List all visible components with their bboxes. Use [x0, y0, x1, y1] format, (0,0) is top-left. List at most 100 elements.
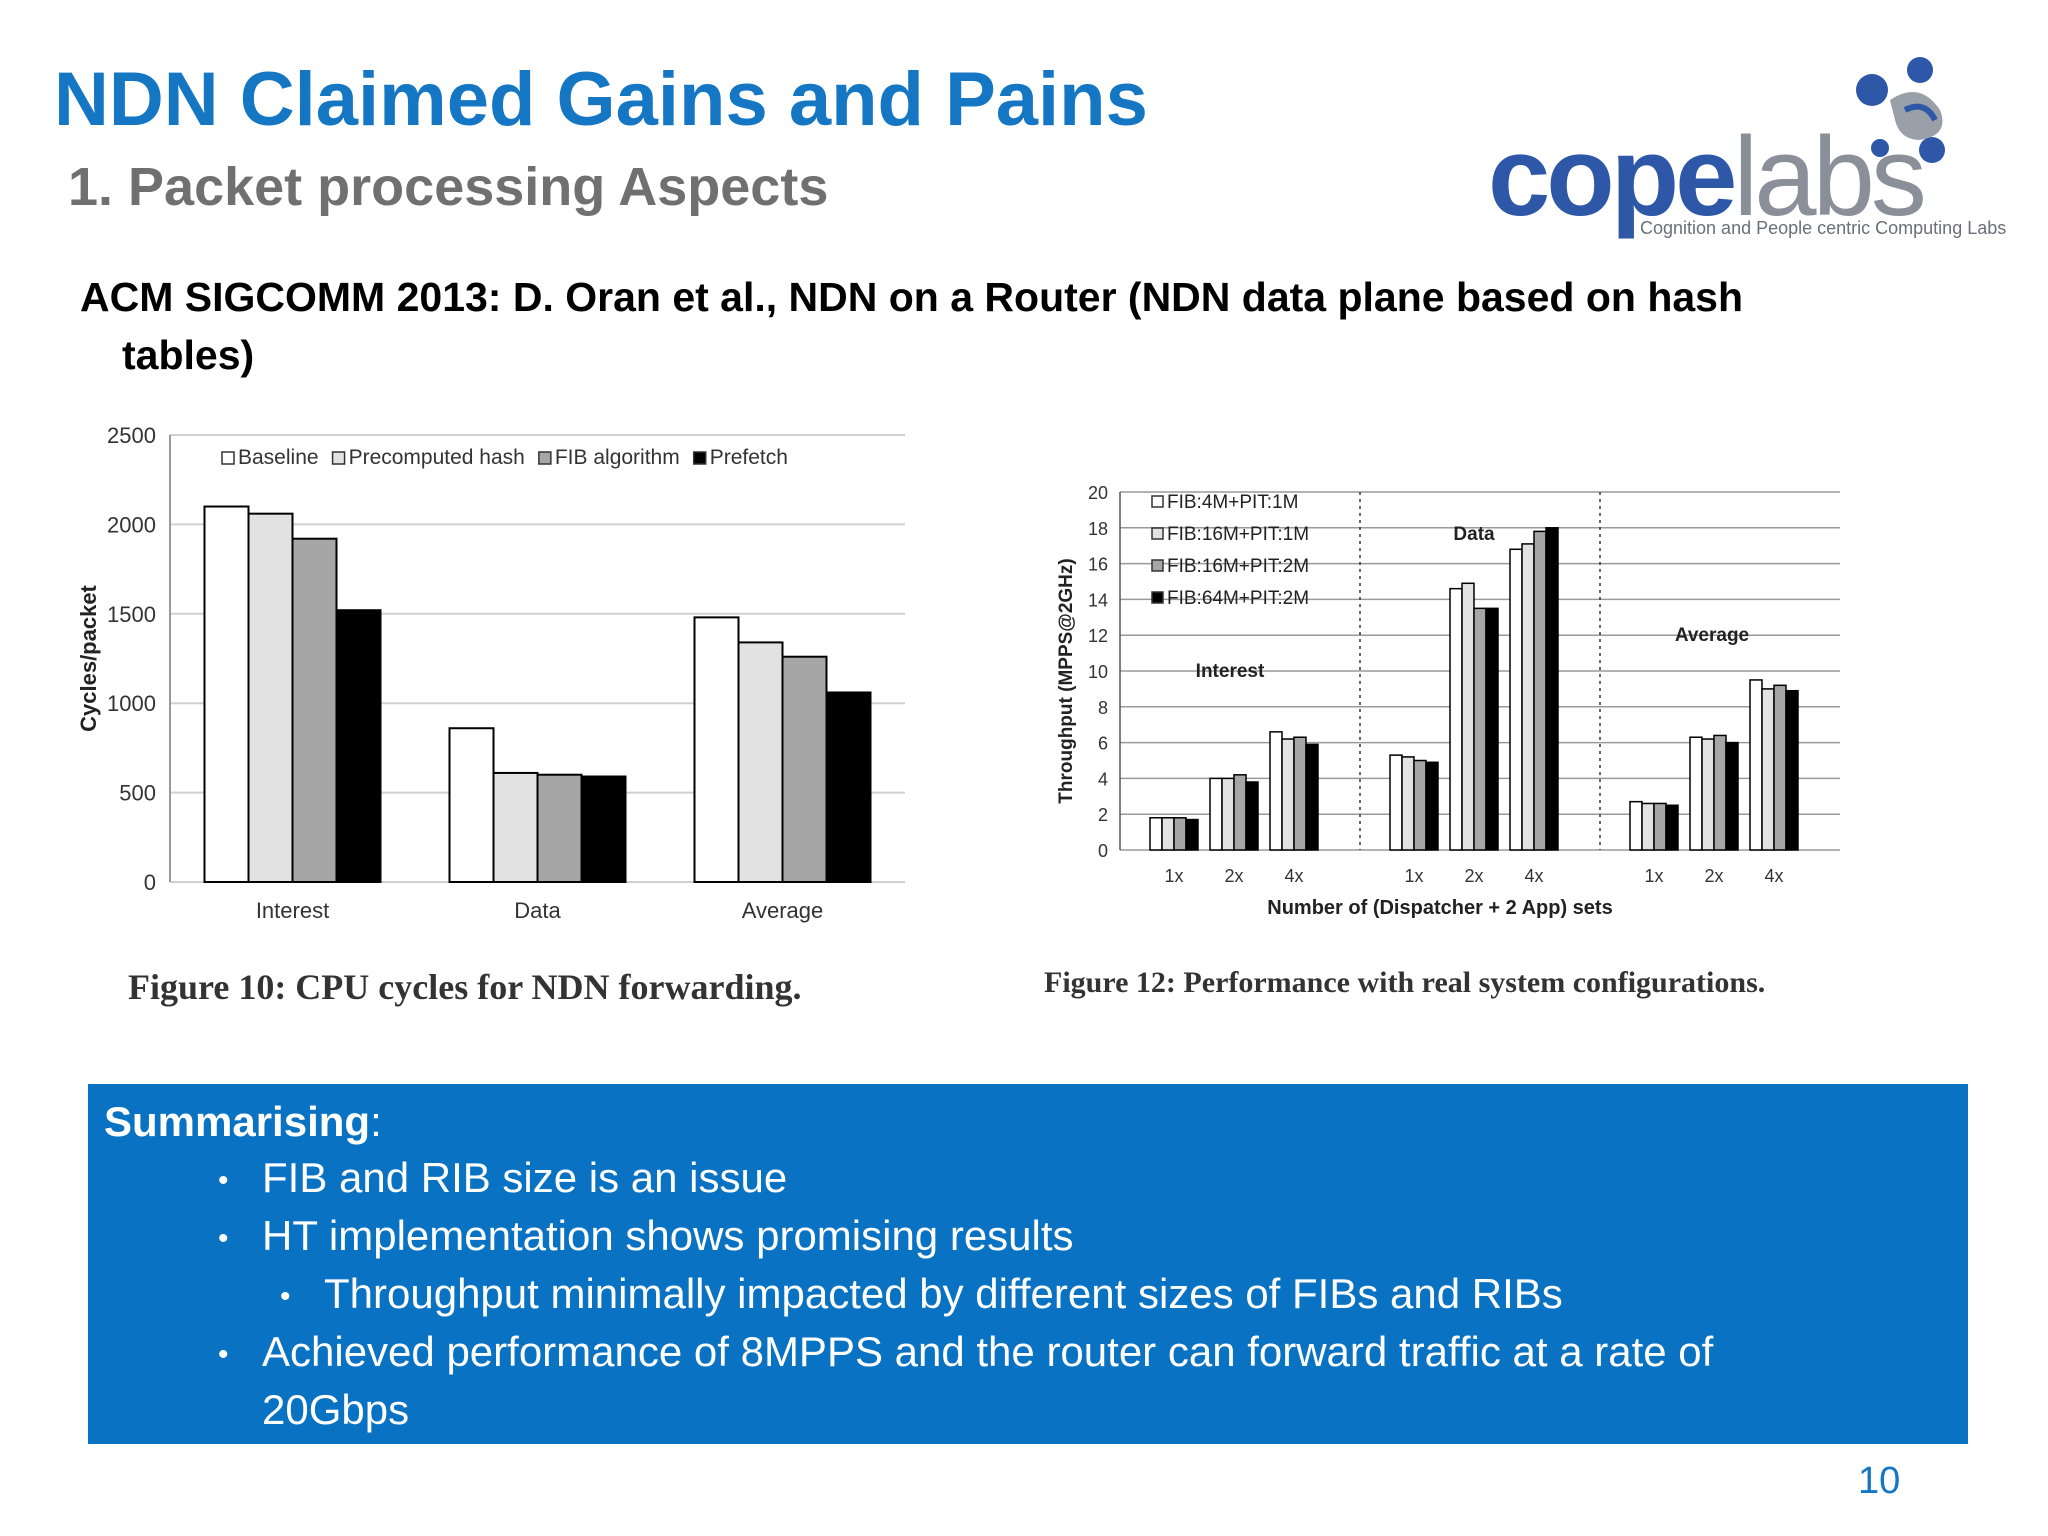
bar	[1725, 741, 1739, 851]
citation: ACM SIGCOMM 2013: D. Oran et al., NDN on…	[80, 268, 1840, 384]
bar	[1293, 736, 1307, 851]
legend-label: FIB:16M+PIT:2M	[1167, 556, 1309, 577]
x-tick-label: 1x	[1404, 866, 1423, 886]
x-tick-label: Average	[742, 898, 824, 923]
logo-emblem-icon	[1856, 57, 1945, 163]
bar	[1761, 688, 1775, 851]
bar	[247, 512, 294, 883]
summary-heading-text: Summarising	[104, 1098, 371, 1145]
bar	[1689, 736, 1703, 851]
legend-swatch	[331, 451, 346, 465]
legend-label: FIB:4M+PIT:1M	[1167, 492, 1298, 513]
y-tick-label: 2	[1098, 805, 1108, 825]
summary-bullet: • HT implementation shows promising resul…	[218, 1212, 1074, 1260]
x-axis-label: Number of (Dispatcher + 2 App) sets	[1267, 897, 1612, 919]
bar	[1209, 777, 1223, 851]
bar	[1173, 817, 1187, 851]
bar	[1389, 754, 1403, 851]
bar	[1245, 781, 1259, 851]
x-tick-label: 4x	[1284, 866, 1303, 886]
bar	[1305, 743, 1319, 851]
bar	[737, 641, 784, 883]
bullet-text: Throughput minimally impacted by differe…	[324, 1270, 1563, 1317]
group-label: Interest	[1196, 661, 1265, 682]
y-tick-label: 8	[1098, 698, 1108, 718]
bar	[1473, 607, 1487, 851]
legend-swatch	[692, 451, 707, 465]
bar	[335, 609, 382, 883]
y-axis-label: Cycles/packet	[76, 584, 101, 731]
y-tick-label: 2000	[107, 512, 156, 537]
figure-10-chart: 0 500 1000 1500 2000 2500 Cycles/packet Interes…	[70, 400, 920, 930]
bullet-dot-icon: •	[280, 1279, 291, 1313]
bar	[580, 775, 627, 883]
y-tick-label: 10	[1088, 662, 1108, 682]
page-title: NDN Claimed Gains and Pains	[54, 57, 1148, 142]
y-tick-label: 6	[1098, 734, 1108, 754]
legend-label: FIB:64M+PIT:2M	[1167, 588, 1309, 609]
bullet-dot-icon: •	[218, 1337, 229, 1371]
bar	[1461, 582, 1475, 851]
summary-bullet: • Achieved performance of 8MPPS and the r…	[218, 1328, 1713, 1376]
bar	[1749, 679, 1763, 851]
figure-12-caption: Figure 12: Performance with real system …	[1044, 966, 1766, 999]
x-tick-label: 2x	[1224, 866, 1243, 886]
bar	[1413, 759, 1427, 851]
y-tick-label: 20	[1088, 483, 1108, 503]
bar	[1629, 800, 1643, 851]
bar	[448, 727, 495, 883]
logo-cope: cope	[1488, 114, 1737, 239]
bullet-text: FIB and RIB size is an issue	[262, 1154, 788, 1201]
figure-12-chart: 0 2 4 6 8 10 12 14 16 18 20 Throughput (MPPS@2GHz) 1…	[1050, 470, 1850, 930]
bullet-dot-icon: •	[218, 1221, 229, 1255]
bullet-text: HT implementation shows promising result…	[262, 1212, 1074, 1259]
legend-label: FIB algorithm	[555, 446, 680, 469]
legend-label: FIB:16M+PIT:1M	[1167, 524, 1309, 545]
bar	[291, 537, 338, 883]
y-tick-label: 16	[1088, 555, 1108, 575]
summary-sub-bullet: • Throughput minimally impacted by differ…	[280, 1270, 1563, 1318]
summary-bullet: • FIB and RIB size is an issue	[218, 1154, 787, 1202]
citation-line-2: tables)	[122, 332, 255, 378]
bar	[1701, 738, 1715, 851]
bar	[1485, 607, 1499, 851]
x-tick-label: Interest	[256, 898, 329, 923]
x-tick-label: 1x	[1164, 866, 1183, 886]
summary-heading-colon: :	[370, 1098, 382, 1145]
legend-label: Prefetch	[710, 446, 788, 469]
bar	[1161, 817, 1175, 851]
bullet-text: Achieved performance of 8MPPS and the ro…	[262, 1328, 1714, 1375]
y-tick-label: 18	[1088, 519, 1108, 539]
bar	[1269, 731, 1283, 851]
bar	[1653, 802, 1667, 851]
group-label: Data	[1453, 524, 1495, 545]
y-tick-label: 0	[144, 870, 156, 895]
citation-line-1: ACM SIGCOMM 2013: D. Oran et al., NDN on…	[80, 274, 1744, 320]
logo-labs: labs	[1733, 114, 1926, 239]
page-subtitle: 1. Packet processing Aspects	[68, 157, 829, 217]
bullet-text-continuation: 20Gbps	[262, 1386, 410, 1433]
legend-swatch	[538, 451, 552, 465]
bar	[1521, 543, 1535, 851]
bar	[536, 773, 583, 883]
y-axis-label: Throughput (MPPS@2GHz)	[1056, 558, 1077, 803]
y-tick-label: 12	[1088, 626, 1108, 646]
bar	[1149, 817, 1163, 851]
bar	[1281, 738, 1295, 851]
bar	[1665, 804, 1679, 851]
legend-label: Precomputed hash	[349, 446, 525, 469]
bar	[1185, 818, 1199, 851]
figure-10-caption: Figure 10: CPU cycles for NDN forwarding…	[128, 967, 802, 1007]
page-number: 10	[1858, 1460, 1901, 1502]
bar	[825, 691, 872, 883]
bar	[1773, 684, 1787, 851]
legend-swatch	[1151, 591, 1164, 604]
legend-swatch	[1151, 559, 1164, 572]
y-tick-label: 0	[1098, 841, 1108, 861]
y-tick-label: 1000	[107, 691, 156, 716]
copelabs-logo	[1480, 40, 2010, 250]
x-tick-label: Data	[514, 898, 561, 923]
y-tick-label: 4	[1098, 769, 1108, 789]
bar	[1641, 802, 1655, 851]
logo-tagline: Cognition and People centric Computing L…	[1640, 218, 2007, 238]
